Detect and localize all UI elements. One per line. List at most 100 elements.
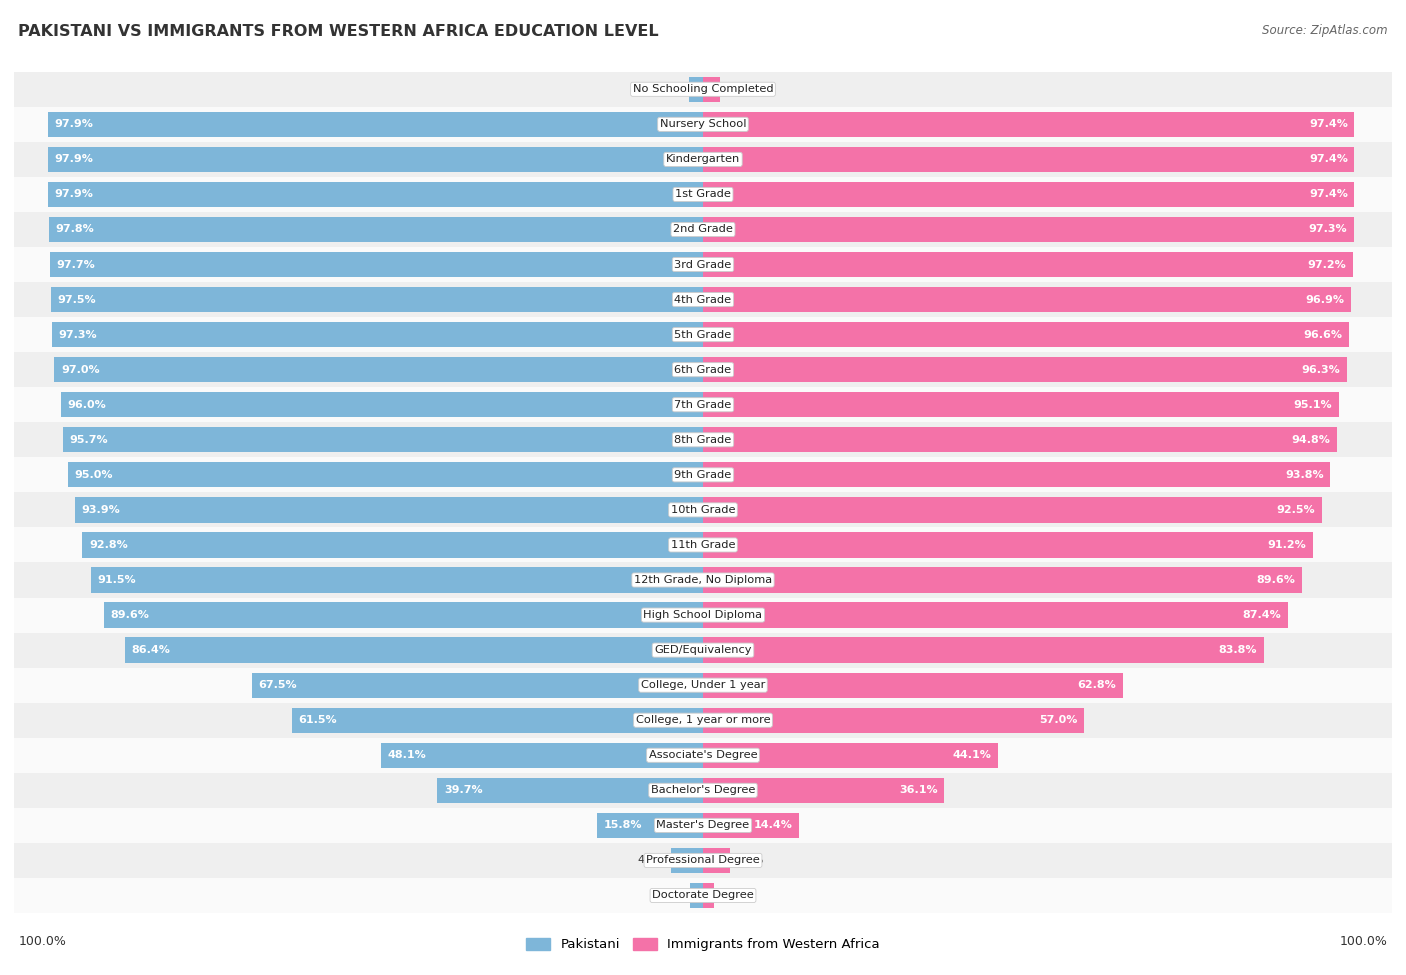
Text: 57.0%: 57.0% xyxy=(1039,716,1077,725)
Text: 4.0%: 4.0% xyxy=(735,855,763,866)
Text: No Schooling Completed: No Schooling Completed xyxy=(633,84,773,95)
Bar xyxy=(703,392,1339,417)
Bar xyxy=(0,808,1406,843)
Text: College, Under 1 year: College, Under 1 year xyxy=(641,681,765,690)
Bar xyxy=(125,638,703,663)
Text: 89.6%: 89.6% xyxy=(111,610,149,620)
Bar xyxy=(49,216,703,242)
Text: 5th Grade: 5th Grade xyxy=(675,330,731,339)
Bar xyxy=(0,176,1406,212)
Bar xyxy=(703,567,1302,593)
Text: 4.8%: 4.8% xyxy=(637,855,665,866)
Text: 97.4%: 97.4% xyxy=(1309,189,1348,200)
Bar xyxy=(703,532,1313,558)
Bar xyxy=(52,322,703,347)
Bar xyxy=(598,813,703,838)
Text: Professional Degree: Professional Degree xyxy=(647,855,759,866)
Text: 6th Grade: 6th Grade xyxy=(675,365,731,374)
Bar xyxy=(437,778,703,803)
Bar xyxy=(703,357,1347,382)
Bar xyxy=(0,563,1406,598)
Text: 94.8%: 94.8% xyxy=(1292,435,1330,445)
Text: 100.0%: 100.0% xyxy=(18,935,66,948)
Bar xyxy=(67,462,703,488)
Text: 97.2%: 97.2% xyxy=(1308,259,1347,269)
Bar xyxy=(671,848,703,873)
Text: 97.9%: 97.9% xyxy=(55,189,94,200)
Bar xyxy=(0,352,1406,387)
Bar xyxy=(703,427,1337,452)
Bar xyxy=(49,252,703,277)
Bar xyxy=(0,387,1406,422)
Text: 86.4%: 86.4% xyxy=(132,645,170,655)
Text: 89.6%: 89.6% xyxy=(1257,575,1295,585)
Bar xyxy=(0,738,1406,773)
Bar xyxy=(689,77,703,102)
Text: Master's Degree: Master's Degree xyxy=(657,820,749,831)
Bar xyxy=(689,882,703,908)
Bar xyxy=(0,141,1406,176)
Bar xyxy=(703,848,730,873)
Text: 97.5%: 97.5% xyxy=(58,294,96,304)
Bar xyxy=(60,392,703,417)
Bar xyxy=(0,247,1406,282)
Text: 14.4%: 14.4% xyxy=(754,820,793,831)
Bar xyxy=(91,567,703,593)
Text: 95.7%: 95.7% xyxy=(69,435,108,445)
Text: 39.7%: 39.7% xyxy=(444,785,482,796)
Text: 62.8%: 62.8% xyxy=(1077,681,1116,690)
Text: Nursery School: Nursery School xyxy=(659,119,747,130)
Bar xyxy=(0,422,1406,457)
Bar xyxy=(703,638,1264,663)
Text: 1st Grade: 1st Grade xyxy=(675,189,731,200)
Text: PAKISTANI VS IMMIGRANTS FROM WESTERN AFRICA EDUCATION LEVEL: PAKISTANI VS IMMIGRANTS FROM WESTERN AFR… xyxy=(18,24,659,39)
Bar xyxy=(703,181,1354,207)
Text: Doctorate Degree: Doctorate Degree xyxy=(652,890,754,901)
Text: 67.5%: 67.5% xyxy=(259,681,297,690)
Bar xyxy=(703,462,1330,488)
Text: Bachelor's Degree: Bachelor's Degree xyxy=(651,785,755,796)
Text: 87.4%: 87.4% xyxy=(1241,610,1281,620)
Bar xyxy=(703,252,1353,277)
Bar xyxy=(0,282,1406,317)
Text: 12th Grade, No Diploma: 12th Grade, No Diploma xyxy=(634,575,772,585)
Text: 4th Grade: 4th Grade xyxy=(675,294,731,304)
Text: 97.9%: 97.9% xyxy=(55,154,94,165)
Legend: Pakistani, Immigrants from Western Africa: Pakistani, Immigrants from Western Afric… xyxy=(520,932,886,956)
Bar xyxy=(0,527,1406,563)
Text: College, 1 year or more: College, 1 year or more xyxy=(636,716,770,725)
Bar xyxy=(703,813,800,838)
Text: 91.2%: 91.2% xyxy=(1268,540,1306,550)
Text: 96.3%: 96.3% xyxy=(1302,365,1340,374)
Bar xyxy=(0,72,1406,107)
Text: 8th Grade: 8th Grade xyxy=(675,435,731,445)
Bar xyxy=(0,457,1406,492)
Text: High School Diploma: High School Diploma xyxy=(644,610,762,620)
Text: 10th Grade: 10th Grade xyxy=(671,505,735,515)
Bar xyxy=(0,212,1406,247)
Text: 2nd Grade: 2nd Grade xyxy=(673,224,733,235)
Bar xyxy=(703,216,1354,242)
Text: 95.0%: 95.0% xyxy=(75,470,112,480)
Bar xyxy=(55,357,703,382)
Bar xyxy=(75,497,703,523)
Text: 97.9%: 97.9% xyxy=(55,119,94,130)
Text: Kindergarten: Kindergarten xyxy=(666,154,740,165)
Text: 2.0%: 2.0% xyxy=(655,890,685,901)
Text: 2.1%: 2.1% xyxy=(655,84,683,95)
Text: 97.0%: 97.0% xyxy=(60,365,100,374)
Text: 3rd Grade: 3rd Grade xyxy=(675,259,731,269)
Bar xyxy=(703,882,714,908)
Bar xyxy=(48,147,703,172)
Text: 92.8%: 92.8% xyxy=(89,540,128,550)
Bar xyxy=(703,77,720,102)
Text: Source: ZipAtlas.com: Source: ZipAtlas.com xyxy=(1263,24,1388,37)
Bar xyxy=(703,147,1354,172)
Bar xyxy=(51,287,703,312)
Text: 9th Grade: 9th Grade xyxy=(675,470,731,480)
Text: 15.8%: 15.8% xyxy=(605,820,643,831)
Text: 83.8%: 83.8% xyxy=(1219,645,1257,655)
Bar xyxy=(703,743,998,768)
Text: 95.1%: 95.1% xyxy=(1294,400,1333,410)
Bar xyxy=(703,497,1322,523)
